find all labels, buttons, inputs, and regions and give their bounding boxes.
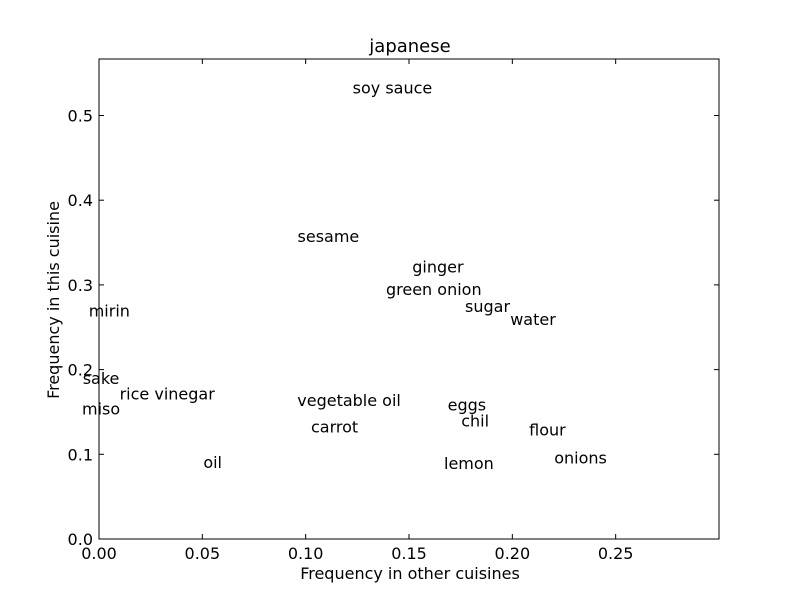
point-label: rice vinegar xyxy=(120,384,216,403)
point-label: onions xyxy=(554,449,607,468)
point-label: mirin xyxy=(89,301,130,320)
point-label: ginger xyxy=(412,257,464,276)
chart-title: japanese xyxy=(368,36,450,57)
point-label: sesame xyxy=(298,227,360,246)
point-label: green onion xyxy=(386,280,482,299)
point-label: lemon xyxy=(444,454,494,473)
point-label: eggs xyxy=(448,395,487,414)
y-tick-label: 0.1 xyxy=(68,445,93,464)
point-label: sake xyxy=(83,369,120,388)
plot-area: 0.00 0.05 0.10 0.15 0.20 0.25 0.0 0.1 0.2 0.3 0.4 0… xyxy=(68,58,720,563)
point-label: sugar xyxy=(465,297,510,316)
x-axis-label: Frequency in other cuisines xyxy=(300,564,520,583)
y-tick-label: 0.2 xyxy=(68,361,93,380)
point-label: carrot xyxy=(311,417,358,436)
x-tick-label: 0.20 xyxy=(495,544,531,563)
x-tick-label: 0.05 xyxy=(185,544,221,563)
point-label: vegetable oil xyxy=(297,391,401,410)
point-label: soy sauce xyxy=(353,79,433,98)
y-tick-label: 0.4 xyxy=(68,191,93,210)
x-tick-label: 0.25 xyxy=(598,544,634,563)
point-label: chil xyxy=(461,411,489,430)
y-tick-label: 0.5 xyxy=(68,106,93,125)
y-tick-label: 0.0 xyxy=(68,530,93,549)
point-label: flour xyxy=(529,421,566,440)
x-tick-label: 0.10 xyxy=(288,544,324,563)
x-tick-label: 0.15 xyxy=(391,544,427,563)
point-label: water xyxy=(510,310,556,329)
point-label: miso xyxy=(82,400,120,419)
y-axis-label: Frequency in this cuisine xyxy=(44,201,63,399)
y-tick-label: 0.3 xyxy=(68,276,93,295)
x-tick-label: 0.00 xyxy=(81,544,117,563)
point-label: oil xyxy=(203,453,222,472)
